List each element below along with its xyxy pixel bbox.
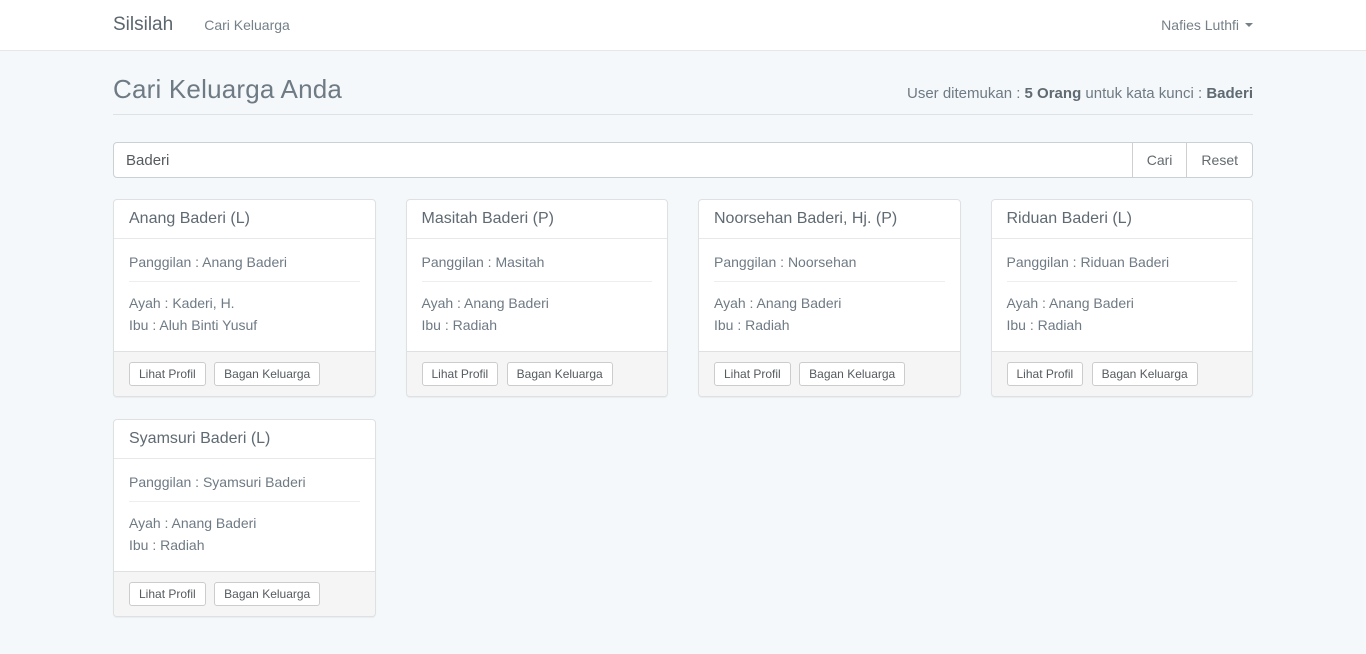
user-menu[interactable]: Nafies Luthfi [1161, 17, 1253, 33]
bagan-keluarga-button[interactable]: Bagan Keluarga [799, 362, 906, 386]
result-count: 5 Orang [1024, 85, 1082, 102]
card-footer: Lihat Profil Bagan Keluarga [699, 351, 960, 396]
person-panggilan: Panggilan : Syamsuri Baderi [129, 474, 306, 490]
nav-item-cari-keluarga[interactable]: Cari Keluarga [204, 17, 290, 33]
bagan-keluarga-button[interactable]: Bagan Keluarga [214, 582, 321, 606]
person-ibu: Ibu : Radiah [714, 317, 790, 333]
divider [714, 281, 945, 282]
person-panggilan: Panggilan : Anang Baderi [129, 254, 288, 270]
person-card: Riduan Baderi (L) Panggilan : Riduan Bad… [990, 199, 1253, 397]
result-keyword: Baderi [1206, 85, 1253, 102]
lihat-profil-button[interactable]: Lihat Profil [1006, 362, 1084, 386]
divider [1006, 281, 1237, 282]
result-middle: untuk kata kunci : [1081, 85, 1207, 102]
lihat-profil-button[interactable]: Lihat Profil [129, 362, 206, 386]
card-footer: Lihat Profil Bagan Keluarga [991, 351, 1252, 396]
card-footer: Lihat Profil Bagan Keluarga [114, 571, 375, 616]
person-panggilan: Panggilan : Riduan Baderi [1006, 254, 1170, 270]
person-ibu: Ibu : Radiah [129, 537, 205, 553]
person-ayah: Ayah : Anang Baderi [129, 515, 257, 531]
lihat-profil-button[interactable]: Lihat Profil [714, 362, 791, 386]
person-card: Noorsehan Baderi, Hj. (P) Panggilan : No… [698, 199, 961, 397]
person-panggilan: Panggilan : Masitah [421, 254, 545, 270]
user-name: Nafies Luthfi [1161, 17, 1239, 33]
search-group: Cari Reset [113, 142, 1253, 178]
person-card: Masitah Baderi (P) Panggilan : Masitah A… [405, 199, 668, 397]
person-ayah: Ayah : Anang Baderi [421, 295, 549, 311]
person-ayah: Ayah : Kaderi, H. [129, 295, 235, 311]
navbar: Silsilah Cari Keluarga Nafies Luthfi [0, 0, 1366, 51]
card-footer: Lihat Profil Bagan Keluarga [406, 351, 667, 396]
lihat-profil-button[interactable]: Lihat Profil [421, 362, 499, 386]
person-card: Anang Baderi (L) Panggilan : Anang Bader… [113, 199, 376, 397]
person-name: Noorsehan Baderi, Hj. (P) [699, 200, 960, 239]
person-name: Syamsuri Baderi (L) [114, 420, 375, 459]
cari-button[interactable]: Cari [1131, 142, 1188, 178]
divider [129, 281, 360, 282]
result-summary: User ditemukan : 5 Orang untuk kata kunc… [907, 85, 1253, 102]
person-ibu: Ibu : Radiah [421, 317, 498, 333]
person-details: Panggilan : Noorsehan Ayah : Anang Bader… [699, 239, 960, 351]
person-cards-grid: Anang Baderi (L) Panggilan : Anang Bader… [113, 199, 1253, 617]
reset-button[interactable]: Reset [1186, 142, 1253, 178]
page-title: Cari Keluarga Anda [113, 74, 343, 104]
person-panggilan: Panggilan : Noorsehan [714, 254, 857, 270]
divider [129, 501, 360, 502]
result-prefix: User ditemukan : [907, 85, 1025, 102]
search-input[interactable] [113, 142, 1133, 178]
bagan-keluarga-button[interactable]: Bagan Keluarga [506, 362, 613, 386]
person-ibu: Ibu : Radiah [1006, 317, 1083, 333]
person-name: Anang Baderi (L) [114, 200, 375, 239]
person-name: Riduan Baderi (L) [991, 200, 1252, 239]
app-brand[interactable]: Silsilah [113, 14, 174, 35]
person-ibu: Ibu : Aluh Binti Yusuf [129, 317, 258, 333]
lihat-profil-button[interactable]: Lihat Profil [129, 582, 206, 606]
person-details: Panggilan : Syamsuri Baderi Ayah : Anang… [114, 459, 375, 571]
person-name: Masitah Baderi (P) [406, 200, 667, 239]
person-ayah: Ayah : Anang Baderi [1006, 295, 1134, 311]
person-ayah: Ayah : Anang Baderi [714, 295, 842, 311]
person-details: Panggilan : Riduan Baderi Ayah : Anang B… [992, 239, 1253, 351]
person-card: Syamsuri Baderi (L) Panggilan : Syamsuri… [113, 419, 376, 617]
person-details: Panggilan : Masitah Ayah : Anang Baderi … [407, 239, 668, 351]
card-footer: Lihat Profil Bagan Keluarga [114, 351, 375, 396]
page-header: Cari Keluarga Anda User ditemukan : 5 Or… [113, 74, 1253, 115]
person-details: Panggilan : Anang Baderi Ayah : Kaderi, … [114, 239, 375, 351]
divider [421, 281, 652, 282]
caret-down-icon [1245, 23, 1253, 27]
bagan-keluarga-button[interactable]: Bagan Keluarga [1091, 362, 1198, 386]
bagan-keluarga-button[interactable]: Bagan Keluarga [214, 362, 321, 386]
